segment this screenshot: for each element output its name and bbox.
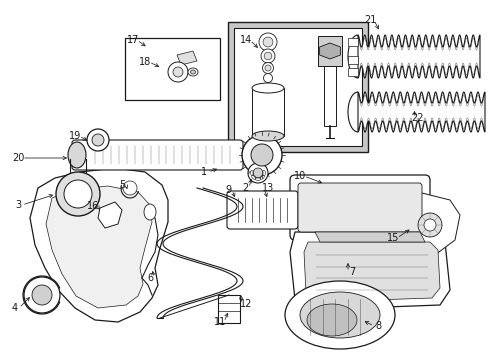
Ellipse shape xyxy=(306,304,356,336)
Polygon shape xyxy=(314,232,424,242)
Polygon shape xyxy=(357,92,484,132)
Circle shape xyxy=(417,213,441,237)
Text: 13: 13 xyxy=(262,183,274,193)
Text: 2: 2 xyxy=(242,183,247,193)
Bar xyxy=(125,38,220,100)
Polygon shape xyxy=(304,242,439,302)
Circle shape xyxy=(423,219,435,231)
Bar xyxy=(347,38,357,46)
Circle shape xyxy=(263,73,272,82)
Text: 1: 1 xyxy=(201,167,206,177)
Ellipse shape xyxy=(190,70,195,74)
Bar xyxy=(347,68,357,76)
Circle shape xyxy=(123,181,137,195)
Circle shape xyxy=(264,65,270,71)
Ellipse shape xyxy=(68,142,86,168)
Bar xyxy=(347,56,357,64)
Bar xyxy=(317,36,341,66)
Ellipse shape xyxy=(299,292,379,338)
Text: 18: 18 xyxy=(139,57,151,67)
Text: 16: 16 xyxy=(87,201,99,211)
Circle shape xyxy=(247,163,267,183)
Ellipse shape xyxy=(285,281,394,349)
Circle shape xyxy=(32,285,52,305)
Polygon shape xyxy=(98,202,122,228)
Ellipse shape xyxy=(251,131,284,141)
Circle shape xyxy=(252,168,263,178)
Circle shape xyxy=(250,144,272,166)
Text: 3: 3 xyxy=(15,200,21,210)
Circle shape xyxy=(92,134,104,146)
Polygon shape xyxy=(46,186,152,308)
Text: 6: 6 xyxy=(146,273,153,283)
Bar xyxy=(251,88,284,136)
Text: 14: 14 xyxy=(240,35,252,45)
Text: 17: 17 xyxy=(126,35,139,45)
Bar xyxy=(324,66,335,126)
Circle shape xyxy=(242,135,282,175)
Text: 19: 19 xyxy=(69,131,81,141)
Circle shape xyxy=(168,62,187,82)
Bar xyxy=(234,28,361,146)
Text: 21: 21 xyxy=(363,15,375,25)
FancyBboxPatch shape xyxy=(72,140,243,170)
Bar xyxy=(227,22,367,152)
Text: 5: 5 xyxy=(119,180,125,190)
Circle shape xyxy=(87,129,109,151)
Circle shape xyxy=(24,277,60,313)
Polygon shape xyxy=(177,51,197,65)
Circle shape xyxy=(261,49,274,63)
Text: 9: 9 xyxy=(224,185,231,195)
Circle shape xyxy=(263,37,272,47)
Polygon shape xyxy=(319,43,340,59)
Circle shape xyxy=(262,63,273,73)
Text: 12: 12 xyxy=(239,299,252,309)
Ellipse shape xyxy=(251,83,284,93)
FancyBboxPatch shape xyxy=(289,175,429,240)
Text: 11: 11 xyxy=(213,317,225,327)
Ellipse shape xyxy=(187,68,198,76)
Text: 22: 22 xyxy=(411,113,424,123)
Ellipse shape xyxy=(143,204,156,220)
Text: 20: 20 xyxy=(12,153,24,163)
Polygon shape xyxy=(289,232,449,310)
FancyBboxPatch shape xyxy=(226,191,297,229)
Text: 8: 8 xyxy=(374,321,380,331)
Circle shape xyxy=(64,180,92,208)
Polygon shape xyxy=(357,35,479,78)
FancyBboxPatch shape xyxy=(297,183,421,232)
Text: 4: 4 xyxy=(12,303,18,313)
Polygon shape xyxy=(30,168,168,322)
Circle shape xyxy=(56,172,100,216)
Text: 15: 15 xyxy=(386,233,398,243)
Circle shape xyxy=(259,33,276,51)
Circle shape xyxy=(173,67,183,77)
Polygon shape xyxy=(399,190,459,255)
Text: 10: 10 xyxy=(293,171,305,181)
Bar xyxy=(218,295,240,323)
Text: 7: 7 xyxy=(348,267,354,277)
Circle shape xyxy=(264,52,271,60)
